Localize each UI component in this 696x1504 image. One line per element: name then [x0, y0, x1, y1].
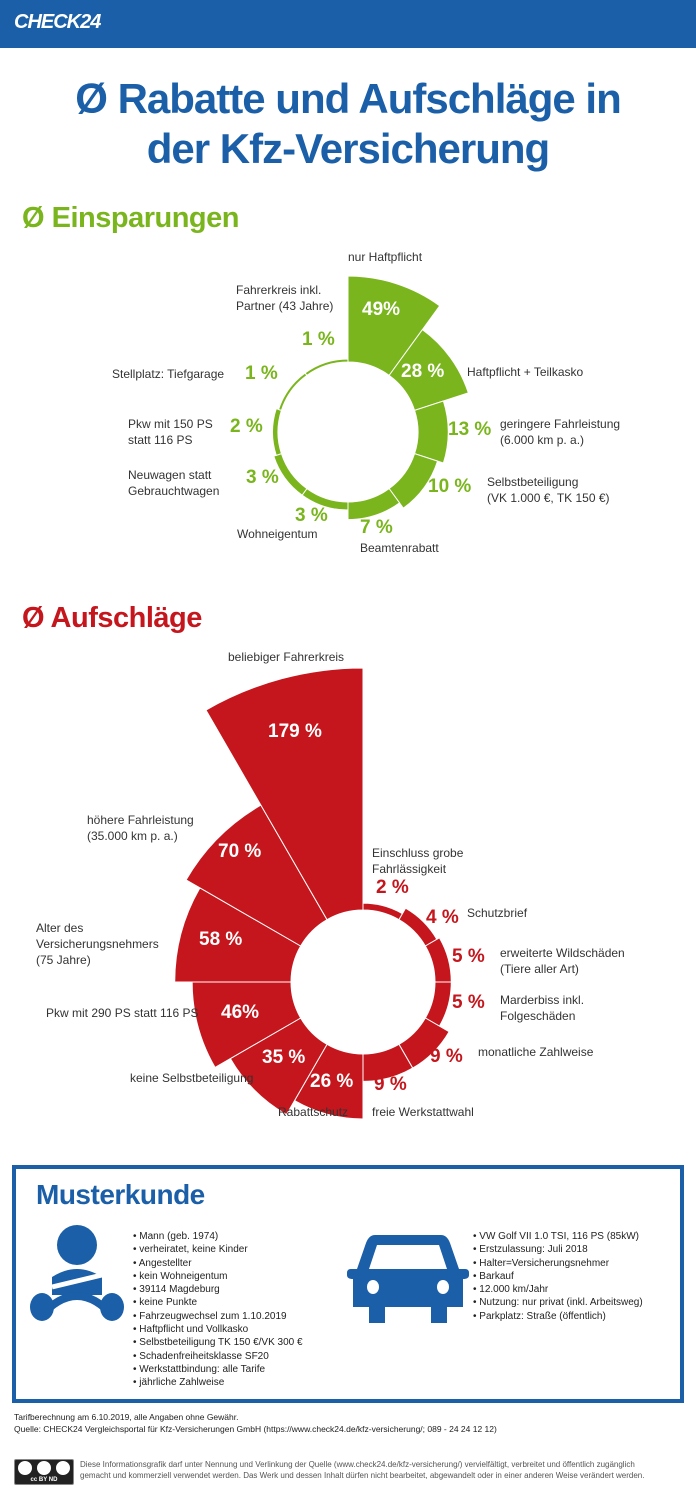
surcharge-label: freie Werkstattwahl [372, 1105, 474, 1119]
page-title: Ø Rabatte und Aufschläge in der Kfz-Vers… [0, 74, 696, 174]
savings-label: Stellplatz: Tiefgarage [112, 367, 225, 381]
surcharge-label: beliebiger Fahrerkreis [228, 650, 345, 664]
surcharge-label: erweiterte Wildschäden (Tiere aller Art) [500, 946, 625, 976]
savings-wedge [413, 400, 449, 464]
customer-detail: Fahrzeugwechsel zum 1.10.2019 [133, 1310, 303, 1323]
surcharge-wedge [424, 937, 452, 983]
savings-value: 2 % [230, 416, 263, 437]
surcharge-value: 179 % [268, 721, 322, 742]
savings-label: Fahrerkreis inkl. Partner (43 Jahre) [236, 283, 334, 313]
savings-label: Haftpflicht + Teilkasko [467, 365, 584, 379]
savings-label: Wohneigentum [237, 527, 318, 541]
surcharge-label: Rabattschutz [278, 1105, 349, 1119]
car-details-list: VW Golf VII 1.0 TSI, 116 PS (85kW) Erstz… [473, 1230, 643, 1323]
savings-label: geringere Fahrleistung (6.000 km p. a.) [500, 417, 621, 447]
surcharge-label: keine Selbstbeteiligung [130, 1071, 254, 1085]
surcharges-heading: Ø Aufschläge [22, 602, 202, 634]
musterkunde-title: Musterkunde [36, 1179, 205, 1210]
customer-detail: verheiratet, keine Kinder [133, 1243, 303, 1256]
cc-license-badge[interactable]: cc BY ND [14, 1459, 74, 1485]
surcharge-wedge [362, 902, 404, 921]
surcharge-label: Marderbiss inkl. Folgeschäden [500, 993, 585, 1023]
title-line-2: der Kfz-Versicherung [146, 125, 550, 172]
surcharge-value: 5 % [452, 992, 485, 1013]
customer-detail: Werkstattbindung: alle Tarife [133, 1363, 303, 1376]
car-icon [347, 1235, 469, 1323]
savings-value: 3 % [246, 467, 279, 488]
header-bar: CHECK24 [0, 0, 696, 48]
surcharge-label: höhere Fahrleistung (35.000 km p. a.) [87, 813, 194, 843]
savings-wedge [388, 328, 469, 411]
savings-value: 28 % [401, 361, 445, 382]
surcharge-value: 2 % [376, 877, 409, 898]
surcharge-value: 5 % [452, 946, 485, 967]
savings-label: Neuwagen statt Gebrauchtwagen [128, 468, 220, 498]
surcharge-label: Alter des Versicherungsnehmers (75 Jahre… [36, 921, 159, 967]
car-detail: Erstzulassung: Juli 2018 [473, 1243, 643, 1256]
customer-detail: Mann (geb. 1974) [133, 1230, 303, 1243]
by-icon [37, 1461, 51, 1475]
check24-logo[interactable]: CHECK24 [14, 11, 101, 33]
surcharge-value: 46% [221, 1002, 260, 1023]
surcharge-value: 4 % [426, 907, 459, 928]
customer-detail: 39114 Magdeburg [133, 1283, 303, 1296]
savings-value: 10 % [428, 476, 472, 497]
source-note: Quelle: CHECK24 Vergleichsportal für Kfz… [14, 1424, 497, 1434]
surcharge-label: Pkw mit 290 PS statt 116 PS [46, 1006, 199, 1020]
cc-badge-text: cc BY ND [30, 1477, 58, 1483]
customer-detail: keine Punkte [133, 1296, 303, 1309]
surcharge-wedge [424, 981, 452, 1027]
car-detail: Nutzung: nur privat (inkl. Arbeitsweg) [473, 1296, 642, 1309]
surcharge-value: 35 % [262, 1047, 306, 1068]
savings-value: 13 % [448, 419, 492, 440]
calculation-note: Tarifberechnung am 6.10.2019, alle Angab… [14, 1412, 239, 1422]
nd-icon [56, 1461, 70, 1475]
title-line-1: Ø Rabatte und Aufschläge in [75, 75, 622, 122]
license-text: Diese Informationsgrafik darf unter Nenn… [80, 1460, 645, 1480]
savings-wedge [272, 408, 283, 456]
surcharge-wedge [205, 667, 364, 921]
savings-value: 49% [362, 299, 401, 320]
musterkunde-box: Musterkunde Mann (geb. 1974) verheiratet… [12, 1165, 684, 1403]
customer-details-list: Mann (geb. 1974) verheiratet, keine Kind… [133, 1230, 303, 1390]
savings-value: 7 % [360, 517, 393, 538]
customer-detail: jährliche Zahlweise [133, 1376, 303, 1389]
savings-wedge [304, 358, 349, 377]
car-detail: Parkplatz: Straße (öffentlich) [473, 1310, 643, 1323]
surcharge-value: 58 % [199, 929, 243, 950]
car-detail: Halter=Versicherungsnehmer [473, 1257, 643, 1270]
savings-wedge [347, 275, 441, 377]
savings-value: 3 % [295, 505, 328, 526]
customer-detail: Haftpflicht und Vollkasko [133, 1323, 303, 1336]
savings-label: nur Haftpflicht [348, 250, 423, 264]
cc-icon [18, 1461, 32, 1475]
car-detail: 12.000 km/Jahr [473, 1283, 643, 1296]
car-detail: VW Golf VII 1.0 TSI, 116 PS (85kW) [473, 1230, 643, 1243]
driver-icon [30, 1225, 124, 1321]
surcharge-value: 9 % [374, 1074, 407, 1095]
car-detail: Barkauf [473, 1270, 643, 1283]
surcharge-value: 26 % [310, 1071, 354, 1092]
surcharge-label: monatliche Zahlweise [478, 1045, 594, 1059]
savings-wedge [347, 487, 401, 521]
savings-wedge [277, 372, 308, 411]
customer-detail: Schadenfreiheitsklasse SF20 [133, 1350, 303, 1363]
customer-detail: kein Wohneigentum [133, 1270, 303, 1283]
customer-detail: Selbstbeteiligung TK 150 €/VK 300 € [133, 1336, 302, 1349]
savings-value: 1 % [245, 363, 278, 384]
savings-heading: Ø Einsparungen [22, 202, 239, 234]
savings-label: Beamtenrabatt [360, 541, 439, 555]
surcharge-label: Einschluss grobe Fahrlässigkeit [372, 846, 464, 876]
customer-detail: Angestellter [133, 1257, 303, 1270]
surcharge-value: 70 % [218, 841, 262, 862]
surcharge-value: 9 % [430, 1046, 463, 1067]
savings-label: Pkw mit 150 PS statt 116 PS [128, 417, 213, 447]
surcharge-label: Schutzbrief [467, 906, 528, 920]
savings-value: 1 % [302, 329, 335, 350]
savings-label: Selbstbeteiligung (VK 1.000 €, TK 150 €) [487, 475, 610, 505]
